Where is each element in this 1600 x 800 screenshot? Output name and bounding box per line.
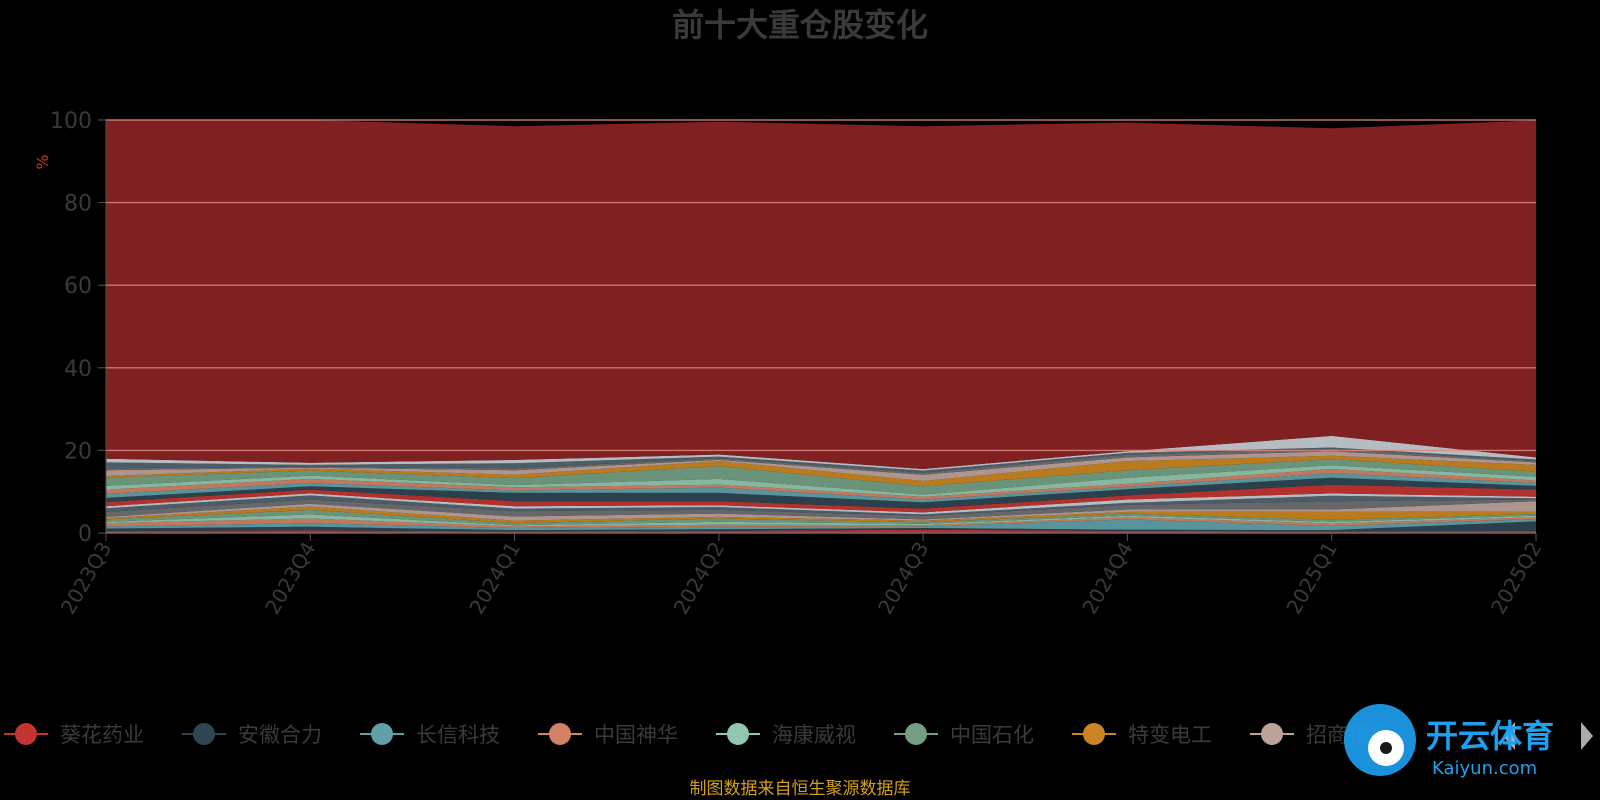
area-series-1[interactable] (106, 521, 1536, 532)
area-series-0[interactable] (106, 529, 1536, 533)
y-tick-label: 60 (64, 274, 92, 299)
legend-label: 特变电工 (1128, 723, 1212, 747)
area-series-6[interactable] (106, 506, 1536, 524)
x-tick-label: 2023Q3 (56, 538, 116, 619)
legend-item[interactable]: 中国石化 (894, 723, 1034, 747)
legend-label: 海康威视 (772, 723, 856, 747)
y-tick-labels: 0 20 40 60 80 100 (50, 109, 106, 547)
area-series-11[interactable] (106, 484, 1536, 513)
area-series-17[interactable] (106, 455, 1536, 487)
area-series-18[interactable] (106, 451, 1536, 481)
area-series-15[interactable] (106, 465, 1536, 497)
watermark-domain: Kaiyun.com (1432, 758, 1537, 779)
x-tick-label: 2025Q2 (1486, 538, 1546, 619)
y-tick-label: 40 (64, 357, 92, 382)
x-tick-label: 2024Q2 (669, 538, 729, 619)
y-axis-label: % (33, 154, 52, 169)
area-series-13[interactable] (106, 473, 1536, 503)
legend-marker-icon (727, 723, 749, 745)
legend-label: 中国神华 (594, 723, 678, 747)
legend-marker-icon (15, 723, 37, 745)
chart-title: 前十大重仓股变化 (672, 6, 928, 44)
legend-marker-icon (193, 723, 215, 745)
x-tick-label: 2024Q4 (1077, 538, 1137, 619)
legend: 葵花药业安徽合力长信科技中国神华海康威视中国石化特变电工招商银行 (4, 723, 1390, 747)
y-tick-label: 20 (64, 439, 92, 464)
legend-item[interactable]: 特变电工 (1072, 723, 1212, 747)
legend-item[interactable]: 中国神华 (538, 723, 678, 747)
area-series-14[interactable] (106, 469, 1536, 500)
x-tick-label: 2024Q1 (464, 538, 524, 619)
legend-label: 安徽合力 (238, 723, 322, 747)
legend-item[interactable]: 海康威视 (716, 723, 856, 747)
x-tick-labels: 2023Q3 2023Q4 2024Q1 2024Q2 2024Q3 2024Q4 2025… (56, 533, 1546, 618)
legend-item[interactable]: 葵花药业 (4, 723, 144, 747)
y-tick-label: 0 (78, 522, 92, 547)
y-tick-label: 100 (50, 109, 92, 134)
area-series-5[interactable] (106, 509, 1536, 526)
area-series-3[interactable] (106, 517, 1536, 528)
area-series-19[interactable] (106, 448, 1536, 475)
legend-marker-icon (1261, 723, 1283, 745)
legend-marker-icon (1083, 723, 1105, 745)
x-tick-label: 2025Q1 (1282, 538, 1342, 619)
area-series-20[interactable] (106, 447, 1536, 473)
legend-marker-icon (549, 723, 571, 745)
area-series-9[interactable] (106, 495, 1536, 516)
axes (105, 120, 1536, 534)
area-series-16[interactable] (106, 459, 1536, 495)
area-series-12[interactable] (106, 477, 1536, 509)
area-series-7[interactable] (106, 501, 1536, 521)
area-series-group (106, 120, 1536, 533)
legend-label: 葵花药业 (60, 723, 144, 747)
legend-prev-arrow-icon[interactable] (1503, 722, 1515, 750)
legend-next-arrow-icon[interactable] (1581, 722, 1593, 750)
legend-nav (1503, 722, 1593, 750)
area-series-2[interactable] (106, 519, 1536, 531)
area-series-10[interactable] (106, 493, 1536, 515)
y-tick-label: 80 (64, 192, 92, 217)
watermark: 开云体育 Kaiyun.com (1344, 704, 1554, 779)
x-tick-label: 2023Q4 (260, 538, 320, 619)
legend-item[interactable]: 安徽合力 (182, 723, 322, 747)
legend-label: 中国石化 (950, 723, 1034, 747)
legend-marker-icon (905, 723, 927, 745)
area-series-8[interactable] (106, 499, 1536, 520)
legend-item[interactable]: 长信科技 (360, 723, 500, 747)
area-series-22[interactable] (106, 120, 1536, 469)
area-series-21[interactable] (106, 435, 1536, 471)
legend-marker-icon (371, 723, 393, 745)
legend-label: 长信科技 (416, 723, 500, 747)
data-source-note: 制图数据来自恒生聚源数据库 (690, 779, 911, 799)
area-series-4[interactable] (106, 514, 1536, 527)
x-tick-label: 2024Q3 (873, 538, 933, 619)
watermark-brand: 开云体育 (1426, 717, 1554, 755)
